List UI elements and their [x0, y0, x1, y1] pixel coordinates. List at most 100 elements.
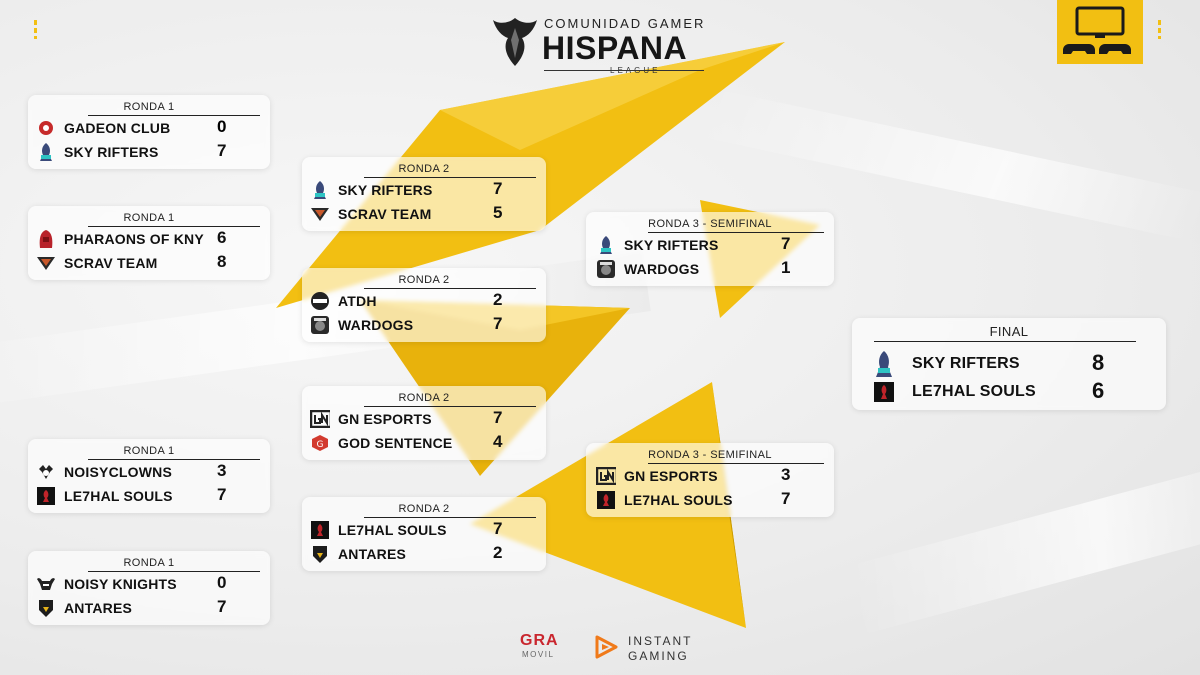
team-name: SKY RIFTERS [624, 237, 719, 253]
team-row: ANTARES [310, 543, 406, 565]
team-name: GADEON CLUB [64, 120, 171, 136]
team-score: 2 [493, 290, 503, 309]
le7hal-logo-icon [310, 520, 330, 540]
team-name: SCRAV TEAM [64, 255, 158, 271]
team-score: 5 [493, 203, 503, 222]
phoenix-icon [493, 18, 537, 66]
round-label: RONDA 2 [398, 503, 450, 515]
team-name: WARDOGS [338, 317, 414, 333]
scrav-logo-icon [36, 253, 56, 273]
match-card-r2m2: RONDA 2 [302, 268, 546, 342]
team-name: GN ESPORTS [338, 411, 432, 427]
instant-gaming-line2: GAMING [628, 649, 689, 663]
team-name: NOISY KNIGHTS [64, 576, 177, 592]
wardogs-logo-icon [596, 259, 616, 279]
team-name: WARDOGS [624, 261, 700, 277]
team-name: SCRAV TEAM [338, 206, 432, 222]
team-row: LE7HAL SOULS [596, 489, 733, 511]
team-score: 6 [1092, 378, 1105, 403]
sky-rifters-logo-icon [596, 235, 616, 255]
team-name: ANTARES [64, 600, 133, 616]
corner-badge [1057, 0, 1143, 64]
le7hal-logo-icon [872, 381, 896, 403]
team-name: ATDH [338, 293, 377, 309]
le7hal-logo-icon [596, 490, 616, 510]
round-rule [364, 288, 536, 289]
team-score: 7 [493, 179, 503, 198]
round-label: RONDA 2 [398, 392, 450, 404]
monitor-gamepads-icon [1063, 6, 1131, 54]
team-row: GADEON CLUB [36, 117, 170, 139]
team-row: LE7HAL SOULS [310, 519, 447, 541]
match-card-r2m4: RONDA 2 [302, 497, 546, 571]
yellow-shape-highlight [440, 42, 785, 150]
team-name: SKY RIFTERS [338, 182, 433, 198]
team-score: 4 [493, 432, 503, 451]
corner-dots-right [1158, 20, 1166, 45]
team-name: GOD SENTENCE [338, 435, 453, 451]
round-rule [364, 177, 536, 178]
match-card-r2m3: RONDA 2 [302, 386, 546, 460]
team-row: SKY RIFTERS [872, 350, 1020, 378]
round-rule [364, 406, 536, 407]
round-label: FINAL [989, 324, 1029, 339]
gra-movil-sub: MOVIL [522, 650, 555, 659]
round-rule [88, 571, 260, 572]
team-name: LE7HAL SOULS [338, 522, 447, 538]
team-score: 7 [781, 489, 791, 508]
team-row: GN ESPORTS [596, 465, 718, 487]
team-score: 7 [493, 408, 503, 427]
svg-text:G: G [317, 440, 324, 450]
god-sentence-logo-icon: G [310, 433, 330, 453]
brand-sub-text: LEAGUE [610, 66, 661, 75]
team-score: 7 [217, 141, 227, 160]
gn-esports-logo-icon [310, 409, 330, 429]
league-logo: COMUNIDAD GAMER HISPANA LEAGUE [490, 14, 720, 75]
le7hal-logo-icon [36, 486, 56, 506]
team-row: LE7HAL SOULS [36, 485, 173, 507]
round-label: RONDA 2 [398, 163, 450, 175]
match-card-r2m1: RONDA 2 [302, 157, 546, 231]
team-row: SKY RIFTERS [36, 141, 159, 163]
round-label: RONDA 3 - SEMIFINAL [648, 449, 772, 461]
team-row: SCRAV TEAM [310, 203, 432, 225]
round-label: RONDA 1 [123, 101, 175, 113]
team-score: 7 [493, 314, 503, 333]
team-row: PHARAONS OF KNY [36, 228, 204, 250]
round-label: RONDA 2 [398, 274, 450, 286]
match-card-r3m2: RONDA 3 - SEMIFINAL [586, 443, 834, 517]
round-rule [874, 341, 1136, 342]
match-card-r1m1: RONDA 1 [28, 95, 270, 169]
round-label: RONDA 1 [123, 212, 175, 224]
match-card-final: FINAL [852, 318, 1166, 410]
team-name: LE7HAL SOULS [64, 488, 173, 504]
team-row: NOISY KNIGHTS [36, 573, 177, 595]
team-row: G GOD SENTENCE [310, 432, 452, 454]
match-card-r3m1: RONDA 3 - SEMIFINAL [586, 212, 834, 286]
round-rule [88, 226, 260, 227]
brand-top-text: COMUNIDAD GAMER [544, 16, 706, 31]
team-row: ANTARES [36, 597, 132, 619]
team-name: PHARAONS OF KNY [64, 231, 204, 247]
match-card-r1m4: RONDA 1 [28, 551, 270, 625]
team-score: 2 [493, 543, 503, 562]
sky-rifters-logo-icon [872, 350, 896, 378]
team-score: 3 [781, 465, 791, 484]
round-rule [364, 517, 536, 518]
team-score: 0 [217, 117, 227, 136]
instant-gaming-line1: INSTANT [628, 634, 693, 648]
match-card-r1m3: RONDA 1 [28, 439, 270, 513]
corner-dots-left [34, 20, 42, 45]
team-score: 3 [217, 461, 227, 480]
team-row: GN ESPORTS [310, 408, 432, 430]
round-rule [648, 463, 824, 464]
gadeon-logo-icon [36, 118, 56, 138]
team-row: SKY RIFTERS [310, 179, 433, 201]
team-score: 7 [217, 597, 227, 616]
team-row: ATDH [310, 290, 377, 312]
antares-logo-icon [36, 598, 56, 618]
instant-gaming-icon [595, 635, 618, 659]
round-rule [648, 232, 824, 233]
team-score: 8 [1092, 350, 1105, 375]
team-score: 7 [781, 234, 791, 253]
